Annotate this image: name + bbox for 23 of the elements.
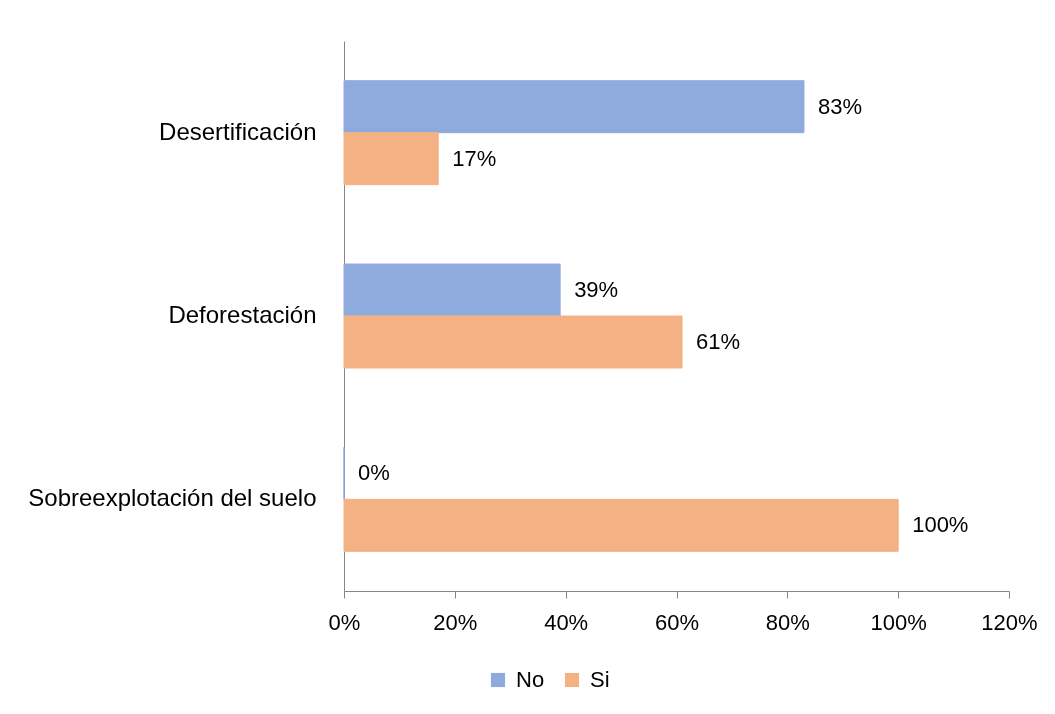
x-tick-label: 80%: [765, 609, 810, 635]
data-label: 83%: [817, 93, 863, 119]
bar: [343, 132, 439, 186]
bar: [343, 80, 805, 134]
data-label: 39%: [574, 277, 619, 303]
x-tick-label: 60%: [654, 609, 700, 635]
bar: [343, 498, 899, 552]
y-tick-label: Deforestación: [168, 301, 317, 328]
y-tick-label: Desertificación: [159, 117, 317, 145]
x-tick-label: 100%: [870, 609, 927, 635]
bar: [343, 315, 683, 369]
data-label: 17%: [452, 145, 497, 171]
x-tick-label: 20%: [433, 609, 478, 635]
x-tick-label: 40%: [544, 609, 589, 635]
data-label: 61%: [696, 328, 741, 354]
y-tick-label: Sobreexplotación del suelo: [28, 484, 317, 512]
legend-label: No: [516, 667, 545, 692]
x-tick-label: 120%: [981, 609, 1038, 635]
x-tick-label: 0%: [328, 609, 361, 635]
data-label: 100%: [912, 512, 969, 538]
legend-label: Si: [590, 667, 610, 692]
data-label: 0%: [358, 460, 390, 486]
bar: [343, 263, 561, 317]
